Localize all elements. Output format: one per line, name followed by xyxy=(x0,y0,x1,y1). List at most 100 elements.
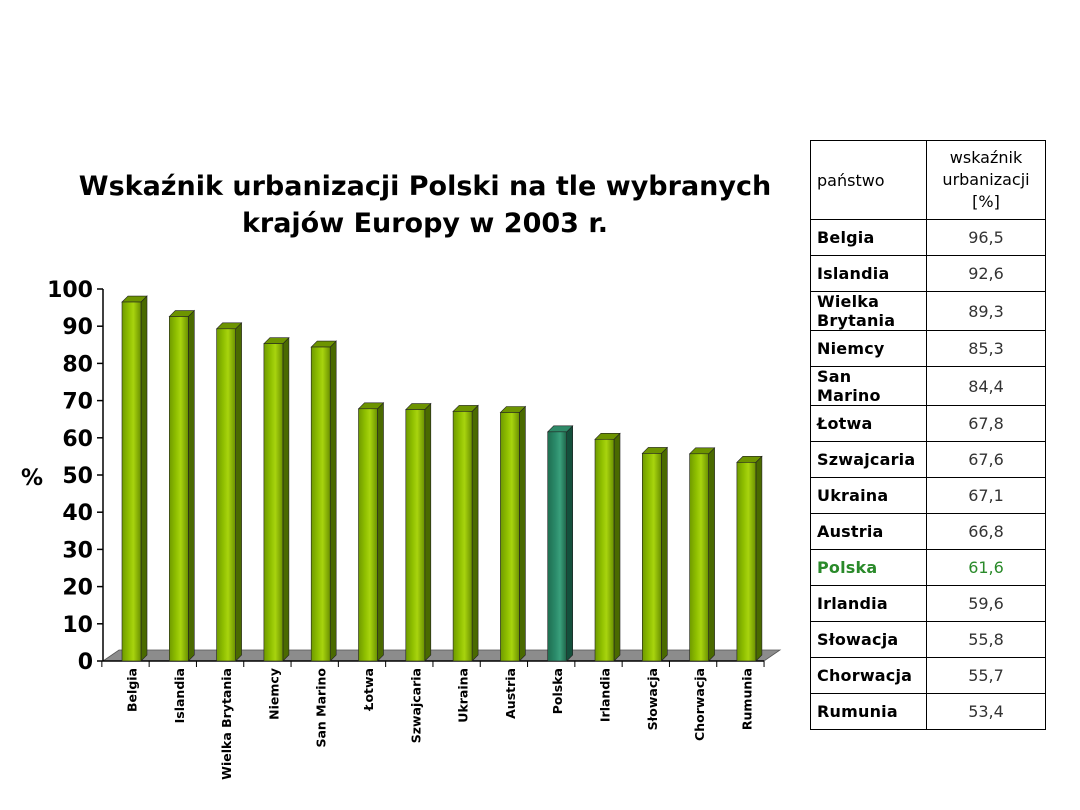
table-row: Słowacja 55,8 xyxy=(810,621,1046,658)
table-cell-country: Niemcy xyxy=(810,330,927,367)
bar xyxy=(499,405,527,662)
bar xyxy=(357,402,385,662)
table-cell-value: 92,6 xyxy=(926,255,1046,292)
table-row: Belgia 96,5 xyxy=(810,219,1046,256)
bar-side xyxy=(329,340,337,662)
table-cell-country: Austria xyxy=(810,513,927,550)
table-cell-country: Wielka Brytania xyxy=(810,291,927,331)
y-tick-label: 30 xyxy=(62,538,93,563)
bar xyxy=(310,340,337,662)
table-cell-value: 84,4 xyxy=(926,366,1046,406)
bar xyxy=(688,447,716,662)
table-cell-country: Słowacja xyxy=(810,621,927,658)
bar-front xyxy=(405,409,426,662)
table-cell-value: 85,3 xyxy=(926,330,1046,367)
table-header-row: państwo wskaźnik urbanizacji [%] xyxy=(810,140,1046,220)
table-cell-value: 55,7 xyxy=(926,657,1046,694)
chart-title-line-1: Wskaźnik urbanizacji Polski na tle wybra… xyxy=(78,171,772,202)
chart-floor xyxy=(101,649,782,662)
x-tick-label: Łotwa xyxy=(361,668,376,712)
urbanization-table: państwo wskaźnik urbanizacji [%] Belgia 9… xyxy=(810,140,1046,730)
bar-front xyxy=(736,462,757,662)
y-tick-label: 40 xyxy=(62,501,93,526)
bar xyxy=(405,402,432,662)
table-cell-country: Rumunia xyxy=(810,693,927,730)
bar-front xyxy=(547,431,568,662)
x-tick-label: Rumunia xyxy=(739,668,754,730)
x-tick-label: Wielka Brytania xyxy=(219,668,234,780)
table-row: Islandia 92,6 xyxy=(810,255,1046,292)
table-cell-country: Belgia xyxy=(810,219,927,256)
x-tick-label: Ukraina xyxy=(456,668,471,723)
bar xyxy=(594,432,621,662)
bar-front xyxy=(641,453,662,662)
bar-side xyxy=(566,425,574,662)
bar xyxy=(546,425,574,662)
bar-front xyxy=(216,328,236,662)
table-cell-value: 53,4 xyxy=(926,693,1046,730)
bar-front xyxy=(310,346,331,662)
table-cell-value: 66,8 xyxy=(926,513,1046,550)
table-row: Irlandia 59,6 xyxy=(810,585,1046,622)
bar-front xyxy=(263,343,284,662)
x-tick-label: Islandia xyxy=(172,668,187,723)
bar-side xyxy=(377,402,384,662)
bar-side xyxy=(519,405,526,662)
bar-front xyxy=(689,453,709,662)
chart-title: Wskaźnik urbanizacji Polski na tle wybra… xyxy=(40,168,810,242)
table-cell-value: 96,5 xyxy=(926,219,1046,256)
table-row: Rumunia 53,4 xyxy=(810,693,1046,730)
bar-side xyxy=(755,455,763,662)
table-cell-country: Ukraina xyxy=(810,477,927,514)
x-tick-label: Austria xyxy=(503,668,518,719)
table-cell-value: 67,1 xyxy=(926,477,1046,514)
table-cell-value: 67,8 xyxy=(926,405,1046,442)
x-tick-label: Niemcy xyxy=(266,668,281,720)
table-cell-country: Chorwacja xyxy=(810,657,927,694)
bar-side xyxy=(140,295,148,662)
bar xyxy=(641,446,669,662)
table-cell-country: Islandia xyxy=(810,255,927,292)
x-tick-label: Słowacja xyxy=(645,668,660,730)
y-axis-label: % xyxy=(21,466,43,491)
bar xyxy=(168,309,196,662)
bar-front xyxy=(452,411,473,662)
y-tick-label: 20 xyxy=(62,576,93,601)
bar xyxy=(215,322,243,662)
x-tick-label: Irlandia xyxy=(598,668,613,722)
bar-front xyxy=(594,438,615,662)
table-cell-value: 55,8 xyxy=(926,621,1046,658)
table-cell-value: 89,3 xyxy=(926,291,1046,331)
bar xyxy=(121,295,148,662)
table-header-country: państwo xyxy=(810,140,927,220)
bar-chart: 0 10 20 30 40 50 60 70 80 90 100% Belgia Islandia Wie… xyxy=(21,278,782,780)
table-cell-country: Szwajcaria xyxy=(810,441,927,478)
x-tick-label: Belgia xyxy=(125,668,140,712)
table-row: Austria 66,8 xyxy=(810,513,1046,550)
bar xyxy=(452,404,479,662)
table-row: Wielka Brytania 89,3 xyxy=(810,291,1046,331)
y-tick-label: 10 xyxy=(62,613,93,638)
y-tick-label: 100 xyxy=(47,278,93,303)
bar-front xyxy=(500,412,520,662)
bar xyxy=(736,455,763,662)
table-cell-country: San Marino xyxy=(810,366,927,406)
table-header-index: wskaźnik urbanizacji [%] xyxy=(926,140,1046,220)
table-row: Polska 61,6 xyxy=(810,549,1046,586)
bar-side xyxy=(235,322,242,662)
table-row: Chorwacja 55,7 xyxy=(810,657,1046,694)
y-tick-label: 60 xyxy=(62,427,93,452)
table-row: Szwajcaria 67,6 xyxy=(810,441,1046,478)
y-tick-label: 50 xyxy=(62,464,93,489)
bar-side xyxy=(471,404,479,662)
table-row: Niemcy 85,3 xyxy=(810,330,1046,367)
x-tick-label: Szwajcaria xyxy=(408,668,423,743)
table-row: Łotwa 67,8 xyxy=(810,405,1046,442)
table-cell-value: 67,6 xyxy=(926,441,1046,478)
bar-front xyxy=(358,408,378,662)
bar-front xyxy=(121,301,142,662)
x-tick-label: Polska xyxy=(550,668,565,714)
y-tick-label: 70 xyxy=(62,390,93,415)
x-tick-label: Chorwacja xyxy=(692,668,707,741)
table-row: Ukraina 67,1 xyxy=(810,477,1046,514)
